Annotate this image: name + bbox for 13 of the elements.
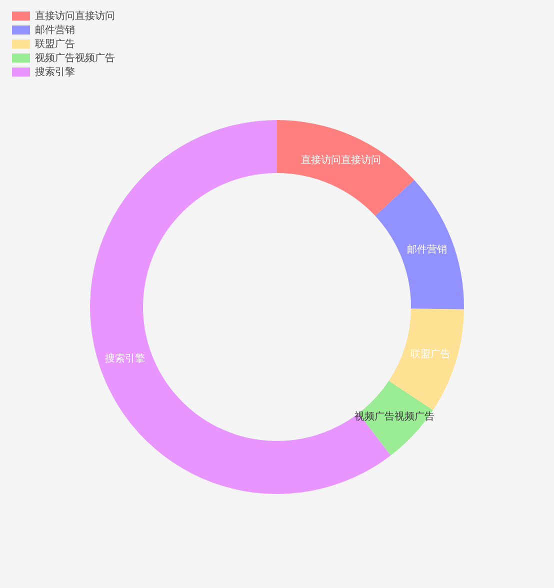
- legend-label: 邮件营销: [35, 24, 75, 36]
- legend-label: 联盟广告: [35, 38, 75, 50]
- slice-label: 联盟广告: [410, 348, 450, 360]
- legend-label: 搜索引擎: [35, 66, 75, 78]
- slice-label: 搜索引擎: [104, 352, 145, 365]
- donut-slice: [277, 120, 414, 216]
- legend-label: 直接访问直接访问: [35, 10, 115, 22]
- donut-slice: [388, 308, 464, 410]
- legend-label: 视频广告视频广告: [35, 52, 115, 64]
- slice-label: 邮件营销: [406, 243, 447, 256]
- slice-label: 视频广告视频广告: [354, 410, 434, 422]
- slice-label: 直接访问直接访问: [301, 154, 382, 166]
- donut-slice: [375, 180, 464, 310]
